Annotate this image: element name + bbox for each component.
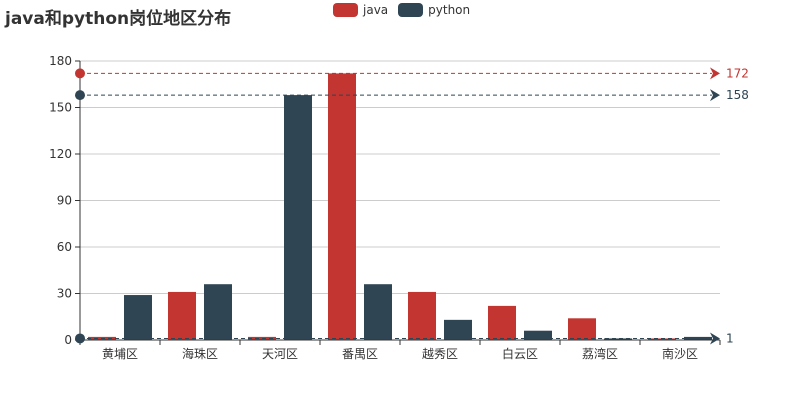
x-tick-label: 南沙区 xyxy=(662,346,698,361)
y-tick-label: 90 xyxy=(57,194,72,208)
legend-item-java[interactable]: java xyxy=(333,3,388,17)
bar-java xyxy=(328,73,356,341)
x-tick-label: 白云区 xyxy=(502,346,538,361)
bar-python xyxy=(204,284,232,340)
legend-label-python: python xyxy=(428,3,471,17)
legend-label-java: java xyxy=(363,3,389,17)
bar-python xyxy=(124,295,152,340)
y-tick-label: 120 xyxy=(49,147,72,161)
mark-line-start-dot xyxy=(75,68,85,79)
x-tick-label: 越秀区 xyxy=(422,347,458,361)
y-tick-label: 180 xyxy=(49,54,72,68)
mark-line-arrow xyxy=(710,89,720,102)
y-tick-label: 150 xyxy=(49,101,72,115)
y-tick-label: 60 xyxy=(57,240,72,254)
chart-title: java和python岗位地区分布 xyxy=(5,9,232,29)
x-tick-label: 荔湾区 xyxy=(582,346,618,361)
bar-java xyxy=(488,305,516,340)
mark-line-label: 1 xyxy=(726,331,734,345)
mark-line-start-dot xyxy=(75,90,85,101)
bar-python xyxy=(604,338,632,340)
x-tick-label: 黄埔区 xyxy=(102,347,138,361)
mark-line-label: 172 xyxy=(726,66,749,80)
mark-line-label: 158 xyxy=(726,88,749,102)
bar-java xyxy=(168,291,196,340)
legend: java python xyxy=(333,3,480,17)
y-tick-label: 0 xyxy=(64,333,72,347)
bar-java xyxy=(408,291,436,340)
bar-python xyxy=(364,284,392,340)
bar-python xyxy=(284,95,312,340)
bar-python xyxy=(524,330,552,340)
y-tick-label: 30 xyxy=(57,287,72,301)
bar-java xyxy=(568,318,596,340)
x-tick-label: 番禺区 xyxy=(342,347,378,361)
legend-item-python[interactable]: python xyxy=(398,3,470,17)
mark-line-start-dot xyxy=(75,333,85,344)
legend-swatch-java xyxy=(333,3,358,17)
mark-line-arrow xyxy=(710,332,720,345)
x-tick-label: 海珠区 xyxy=(182,346,218,361)
legend-swatch-python xyxy=(398,3,424,17)
mark-line-arrow xyxy=(710,67,720,80)
x-tick-label: 天河区 xyxy=(262,347,298,361)
bar-java xyxy=(648,338,676,340)
bar-python xyxy=(444,319,472,340)
